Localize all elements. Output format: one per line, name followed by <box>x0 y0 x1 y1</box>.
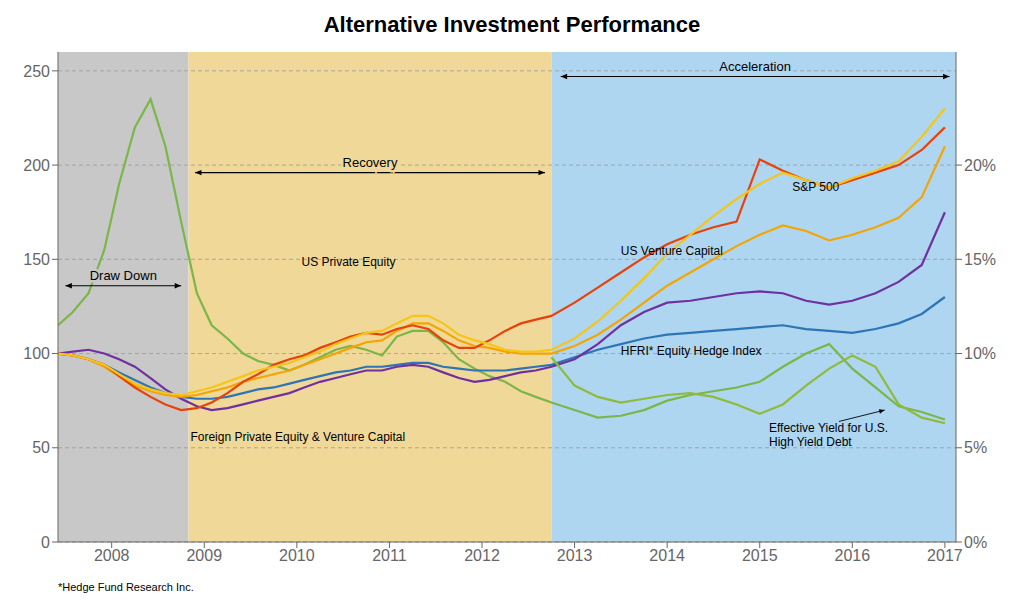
html-text:*Hedge Fund Research Inc.: *Hedge Fund Research Inc. <box>58 581 194 593</box>
svg-text:Effective Yield for U.S.High Y: Effective Yield for U.S.High Yield Debt <box>769 422 888 450</box>
svg-text:HFRI* Equity Hedge Index: HFRI* Equity Hedge Index <box>621 344 762 358</box>
svg-text:Recovery: Recovery <box>343 155 398 170</box>
svg-text:150: 150 <box>23 251 50 268</box>
svg-text:5%: 5% <box>964 439 987 456</box>
svg-text:2013: 2013 <box>557 547 593 564</box>
svg-text:2010: 2010 <box>279 547 315 564</box>
svg-text:0%: 0% <box>964 534 987 551</box>
svg-text:0: 0 <box>41 534 50 551</box>
svg-text:2016: 2016 <box>835 547 871 564</box>
svg-text:2009: 2009 <box>186 547 222 564</box>
svg-text:US Private Equity: US Private Equity <box>301 255 395 269</box>
html-text:Alternative Investment Perform: Alternative Investment Performance <box>323 12 701 37</box>
svg-text:US Venture Capital: US Venture Capital <box>621 244 723 258</box>
svg-text:Acceleration: Acceleration <box>719 59 791 74</box>
svg-text:2014: 2014 <box>649 547 685 564</box>
svg-text:2008: 2008 <box>94 547 130 564</box>
svg-text:200: 200 <box>23 157 50 174</box>
svg-text:Foreign Private Equity & Ventu: Foreign Private Equity & Venture Capital <box>190 431 405 445</box>
svg-text:10%: 10% <box>964 345 996 362</box>
svg-text:250: 250 <box>23 63 50 80</box>
svg-text:15%: 15% <box>964 251 996 268</box>
svg-text:S&P 500: S&P 500 <box>792 180 839 194</box>
svg-text:Draw Down: Draw Down <box>90 268 157 283</box>
svg-text:2015: 2015 <box>742 547 778 564</box>
svg-text:2011: 2011 <box>372 547 407 564</box>
svg-text:2012: 2012 <box>464 547 500 564</box>
svg-text:100: 100 <box>23 345 50 362</box>
svg-text:20%: 20% <box>964 157 996 174</box>
svg-text:2017: 2017 <box>927 547 963 564</box>
svg-text:50: 50 <box>32 439 50 456</box>
